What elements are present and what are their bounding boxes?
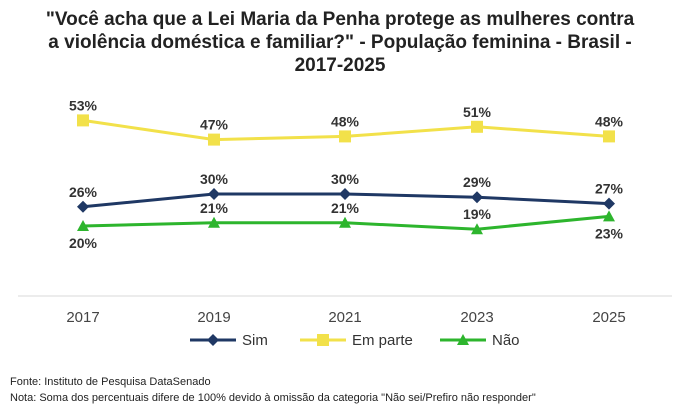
chart-title: "Você acha que a Lei Maria da Penha prot… <box>45 9 635 76</box>
x-tick-label: 2019 <box>197 309 230 326</box>
data-point <box>471 191 483 204</box>
data-label: 21% <box>331 200 360 216</box>
data-label: 20% <box>69 235 98 251</box>
data-point <box>603 210 615 222</box>
data-point <box>471 120 483 133</box>
data-point <box>471 223 483 235</box>
data-point <box>208 216 220 228</box>
data-label: 30% <box>200 171 229 187</box>
x-tick-label: 2017 <box>66 309 99 326</box>
x-tick-label: 2021 <box>328 309 361 326</box>
data-label: 48% <box>331 113 360 129</box>
data-label: 19% <box>463 206 492 222</box>
data-point <box>77 114 89 127</box>
data-point <box>208 133 220 146</box>
legend-label: Não <box>492 332 520 349</box>
legend-label: Em parte <box>352 332 413 349</box>
data-label: 21% <box>200 200 229 216</box>
data-point <box>339 130 351 143</box>
data-point <box>603 197 615 210</box>
data-label: 26% <box>69 184 98 200</box>
legend-marker-diamond-icon <box>207 334 219 346</box>
footnote: Nota: Soma dos percentuais difere de 100… <box>10 392 536 404</box>
data-label: 29% <box>463 174 492 190</box>
data-point <box>603 130 615 143</box>
x-tick-label: 2025 <box>592 309 625 326</box>
data-point <box>339 216 351 228</box>
legend-marker-triangle-icon <box>457 334 469 345</box>
data-label: 23% <box>595 225 624 241</box>
source-note: Fonte: Instituto de Pesquisa DataSenado <box>10 376 211 388</box>
data-label: 51% <box>463 104 492 120</box>
data-label: 27% <box>595 181 624 197</box>
data-label: 47% <box>200 117 229 133</box>
data-point <box>77 200 89 213</box>
data-point <box>77 220 89 231</box>
legend-label: Sim <box>242 332 268 349</box>
data-point <box>339 188 351 200</box>
data-label: 30% <box>331 171 360 187</box>
legend-marker-square-icon <box>317 334 329 346</box>
data-label: 48% <box>595 113 624 129</box>
x-tick-label: 2023 <box>460 309 493 326</box>
data-label: 53% <box>69 97 98 113</box>
data-point <box>208 188 220 200</box>
